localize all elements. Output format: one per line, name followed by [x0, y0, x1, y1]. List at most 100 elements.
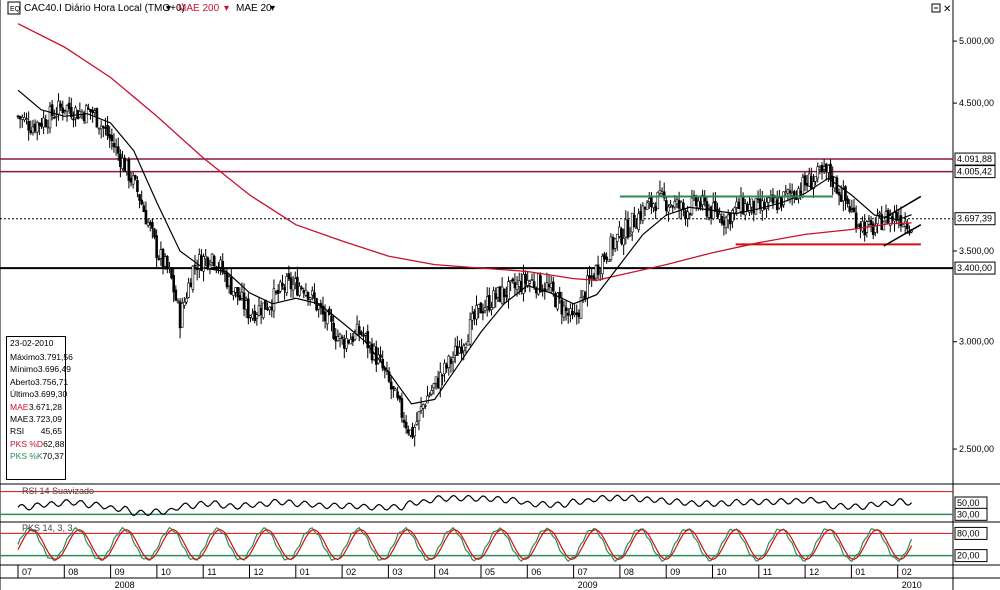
- ma200-menu-arrow-icon[interactable]: ▾: [224, 3, 229, 14]
- candle-body-320: [699, 201, 702, 208]
- candle-body-265: [581, 290, 585, 297]
- candle-body-255: [560, 299, 564, 315]
- candle-body-217: [479, 302, 483, 314]
- candle-body-54: [131, 175, 135, 185]
- candle-body-229: [505, 294, 508, 297]
- data-window-row: Último 3.699,30: [7, 388, 67, 400]
- x-month-label-17: 12: [809, 567, 819, 577]
- candle-body-257: [564, 307, 568, 311]
- candle-body-92: [212, 255, 216, 267]
- ma20-menu-arrow-icon[interactable]: ▾: [270, 3, 275, 14]
- candle-body-244: [537, 273, 540, 295]
- candle-body-88: [204, 255, 207, 260]
- candle-body-151: [338, 333, 342, 339]
- x-month-label-7: 02: [346, 567, 356, 577]
- title-menu-arrow-icon[interactable]: ▾: [166, 3, 171, 14]
- x-year-label-2: 2010: [902, 580, 922, 590]
- candle-body-33: [87, 107, 90, 110]
- candle-body-335: [731, 210, 734, 222]
- candle-body-343: [748, 204, 751, 213]
- candle-body-127: [287, 273, 291, 280]
- data-window-row: MAE 3.671,28: [7, 401, 65, 413]
- x-month-label-4: 11: [207, 567, 216, 577]
- ma20-label[interactable]: MAE 20: [236, 3, 272, 14]
- candle-body-72: [170, 267, 173, 279]
- candle-body-90: [208, 264, 212, 269]
- candle-body-39: [99, 125, 103, 130]
- x-month-label-8: 03: [392, 567, 402, 577]
- candle-body-295: [645, 202, 649, 210]
- candle-body-199: [441, 374, 444, 377]
- candle-body-390: [848, 206, 852, 212]
- candle-body-333: [726, 214, 730, 221]
- candle-body-205: [453, 345, 457, 356]
- candle-body-177: [394, 388, 397, 392]
- candle-body-380: [827, 165, 830, 173]
- candle-body-86: [200, 255, 203, 271]
- candle-body-64: [153, 228, 156, 238]
- candle-body-188: [417, 411, 421, 422]
- candle-body-194: [430, 390, 434, 395]
- candle-body-374: [814, 176, 817, 182]
- candle-body-118: [268, 306, 271, 311]
- candle-body-250: [549, 283, 553, 289]
- candle-body-9: [35, 121, 39, 133]
- candle-body-110: [251, 313, 254, 319]
- candle-body-152: [340, 336, 344, 339]
- candle-body-263: [577, 312, 581, 318]
- candle-body-150: [336, 336, 340, 342]
- candle-body-310: [677, 200, 681, 209]
- candle-body-126: [285, 276, 289, 294]
- candle-body-40: [102, 126, 105, 128]
- candle-body-94: [217, 266, 220, 269]
- data-window-key: Mínimo: [10, 364, 38, 375]
- candle-body-341: [743, 203, 747, 216]
- data-window-date: 23-02-2010: [10, 338, 54, 348]
- candle-body-19: [57, 100, 60, 115]
- chart-type-icon[interactable]: [7, 1, 21, 15]
- data-window-key: MAE: [10, 401, 29, 412]
- candle-body-314: [686, 211, 689, 219]
- candle-body-370: [805, 182, 809, 187]
- candle-body-230: [507, 281, 510, 300]
- candle-body-13: [44, 119, 48, 127]
- ma20-line: [17, 89, 912, 405]
- candle-body-356: [775, 199, 779, 210]
- candle-body-342: [746, 203, 749, 212]
- candle-body-225: [496, 287, 500, 298]
- candle-body-155: [347, 340, 350, 343]
- candle-body-206: [456, 345, 459, 356]
- candle-body-219: [483, 307, 487, 311]
- x-month-label-12: 07: [578, 567, 588, 577]
- candle-body-209: [462, 345, 466, 352]
- candle-body-197: [436, 377, 440, 389]
- candle-body-235: [517, 280, 521, 287]
- candle-body-239: [526, 280, 530, 286]
- candle-body-403: [876, 214, 879, 225]
- candle-body-105: [240, 291, 244, 299]
- candle-body-34: [89, 109, 92, 112]
- close-icon[interactable]: ✕: [943, 4, 951, 15]
- candle-body-38: [97, 127, 101, 130]
- candle-body-24: [67, 102, 71, 110]
- candle-body-379: [824, 163, 828, 172]
- chart-type-icon-glyph: EQ: [10, 6, 21, 13]
- candle-body-84: [195, 268, 199, 271]
- candle-body-138: [311, 290, 314, 296]
- candle-body-223: [492, 290, 495, 309]
- y-tick-label-0: 5.000,00: [959, 36, 994, 46]
- candle-body-139: [313, 292, 316, 299]
- candle-body-271: [594, 265, 598, 279]
- candle-body-73: [172, 275, 175, 293]
- ma200-label[interactable]: MAE 200: [178, 3, 220, 14]
- data-window-value: 3.791,56: [39, 352, 73, 362]
- candle-body-399: [867, 221, 871, 225]
- candle-body-75: [176, 300, 180, 303]
- candle-body-193: [428, 394, 431, 397]
- candle-body-304: [665, 200, 668, 211]
- level-label-box-2: [954, 212, 996, 226]
- candle-body-228: [502, 288, 506, 298]
- candle-body-159: [355, 323, 359, 335]
- candle-body-210: [464, 343, 468, 348]
- candle-body-226: [498, 286, 502, 302]
